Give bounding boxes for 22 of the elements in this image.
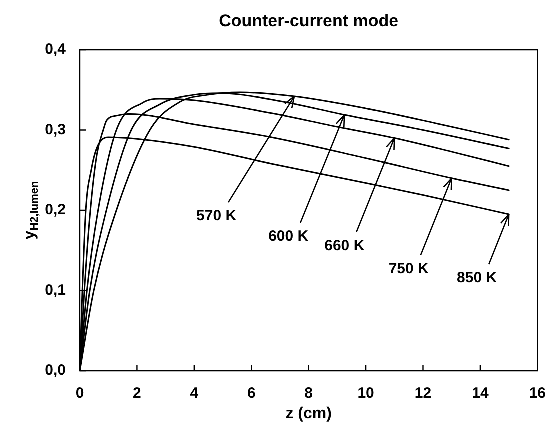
x-tick-label: 4 — [190, 385, 200, 402]
y-tick-label: 0,4 — [45, 41, 67, 58]
y-axis-title: yH2,lumen — [21, 181, 42, 240]
annotation: 750 K — [388, 260, 430, 278]
y-tick-label: 0,2 — [45, 202, 66, 219]
x-tick-label: 2 — [133, 385, 142, 402]
annotation: 600 K — [268, 228, 309, 246]
x-tick-label: 8 — [304, 385, 313, 402]
annotation: 660 K — [324, 237, 365, 254]
y-tick-label: 0,3 — [45, 121, 66, 138]
y-tick-label: 0,0 — [45, 362, 66, 380]
x-tick-label: 12 — [414, 385, 432, 402]
y-tick-label: 0,1 — [45, 282, 66, 299]
x-axis-title: z (cm) — [286, 405, 332, 422]
annotation: 570 K — [196, 208, 237, 225]
chart-title: Counter-current mode — [219, 12, 399, 31]
x-tick-label: 10 — [358, 385, 374, 402]
x-tick-label: 16 — [529, 385, 546, 402]
annotation: 850 K — [457, 270, 498, 287]
x-tick-label: 6 — [247, 385, 256, 402]
x-tick-label: 0 — [76, 385, 84, 402]
x-tick-label: 14 — [472, 385, 490, 402]
